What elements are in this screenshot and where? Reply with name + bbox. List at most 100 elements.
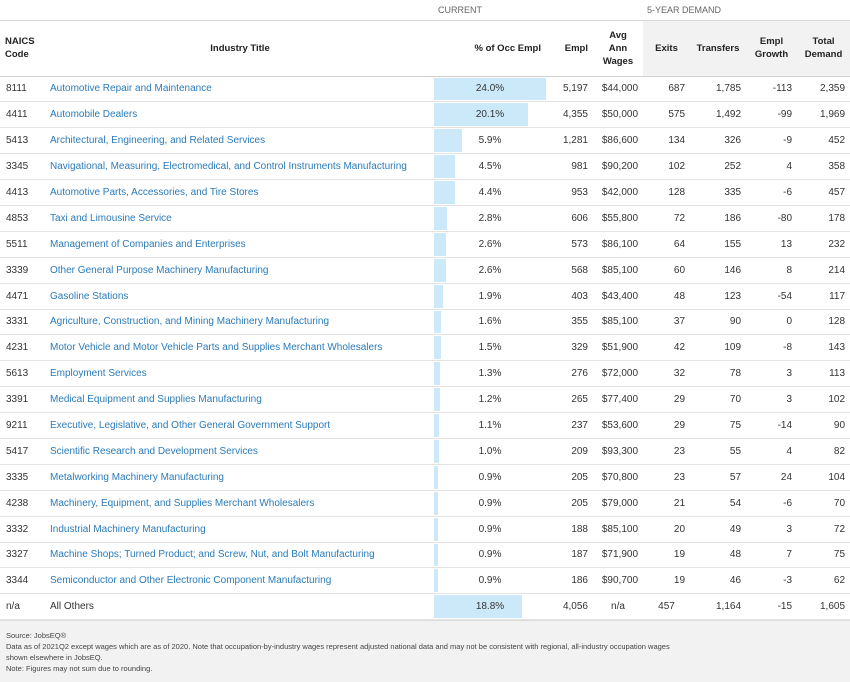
industry-link[interactable]: Other General Purpose Machinery Manufact…	[50, 264, 269, 276]
cell-pct-occ-empl: 1.3%	[434, 360, 546, 388]
table-row: 3331 Agriculture, Construction, and Minin…	[0, 309, 850, 336]
cell-pct-occ-empl: 0.9%	[434, 542, 546, 569]
cell-industry-title: Automotive Parts, Accessories, and Tire …	[46, 179, 434, 206]
cell-naics: 5613	[0, 360, 46, 388]
table-row: 4853 Taxi and Limousine Service 2.8% 606 $55…	[0, 205, 850, 232]
cell-total-demand: 232	[797, 231, 850, 258]
cell-empl: 4,056	[546, 593, 593, 621]
pct-text: 24.0%	[475, 83, 505, 95]
cell-exits: 42	[643, 334, 691, 362]
table-footer: Source: JobsEQ® Data as of 2021Q2 except…	[0, 620, 850, 682]
cell-naics: 8111	[0, 76, 46, 103]
cell-total-demand: 452	[797, 127, 850, 155]
cell-exits: 19	[643, 542, 691, 569]
industry-link[interactable]: Motor Vehicle and Motor Vehicle Parts an…	[50, 342, 383, 354]
industry-link[interactable]: Medical Equipment and Supplies Manufactu…	[50, 394, 262, 406]
cell-transfers: 54	[690, 490, 747, 517]
cell-total-demand: 1,605	[797, 593, 850, 621]
industry-link[interactable]: Management of Companies and Enterprises	[50, 238, 246, 250]
cell-empl-growth: 7	[746, 542, 798, 569]
cell-total-demand: 128	[797, 309, 850, 336]
cell-empl-growth: -6	[746, 490, 798, 517]
cell-exits: 102	[643, 153, 691, 181]
cell-industry-title: Navigational, Measuring, Electromedical,…	[46, 153, 434, 181]
pct-bar	[434, 595, 522, 619]
header-empl[interactable]: Empl	[546, 19, 593, 77]
cell-exits: 23	[643, 464, 691, 491]
industry-link[interactable]: Metalworking Machinery Manufacturing	[50, 471, 224, 483]
header-total-demand[interactable]: Total Demand	[797, 19, 850, 77]
industry-link[interactable]: Semiconductor and Other Electronic Compo…	[50, 575, 332, 587]
cell-exits: 29	[643, 412, 691, 439]
cell-transfers: 335	[690, 179, 747, 206]
industry-link[interactable]: Automotive Repair and Maintenance	[50, 83, 212, 95]
cell-wage: $90,200	[593, 153, 644, 181]
industry-link[interactable]: Taxi and Limousine Service	[50, 212, 172, 224]
industry-link[interactable]: Employment Services	[50, 368, 147, 380]
cell-total-demand: 1,969	[797, 101, 850, 129]
cell-transfers: 326	[690, 127, 747, 155]
cell-naics: n/a	[0, 593, 46, 621]
cell-empl: 186	[546, 567, 593, 595]
cell-wage: $86,100	[593, 231, 644, 258]
table-row: 5613 Employment Services 1.3% 276 $72,000 32 7…	[0, 360, 850, 388]
pct-bar	[434, 77, 546, 101]
industry-link[interactable]: Gasoline Stations	[50, 290, 129, 302]
others-body: n/a All Others 18.8% 4,056 n/a 457 1,164…	[0, 593, 850, 621]
cell-empl: 276	[546, 360, 593, 388]
cell-empl: 187	[546, 542, 593, 569]
industry-link[interactable]: Architectural, Engineering, and Related …	[50, 135, 266, 147]
cell-naics: 4231	[0, 334, 46, 362]
industry-link[interactable]: Machine Shops; Turned Product; and Screw…	[50, 549, 375, 561]
header-empl-growth[interactable]: Empl Growth	[746, 19, 798, 77]
industry-link[interactable]: Scientific Research and Development Serv…	[50, 445, 258, 457]
column-group-row: CURRENT 5-YEAR DEMAND	[0, 0, 850, 20]
industry-link[interactable]: Automobile Dealers	[50, 109, 138, 121]
pct-bar	[434, 336, 441, 360]
cell-empl-growth: 3	[746, 360, 798, 388]
cell-total-demand: 358	[797, 153, 850, 181]
pct-bar	[434, 465, 438, 489]
cell-industry-title: Semiconductor and Other Electronic Compo…	[46, 567, 434, 595]
industry-link[interactable]: Industrial Machinery Manufacturing	[50, 523, 206, 535]
cell-industry-title: Management of Companies and Enterprises	[46, 231, 434, 258]
cell-exits: 64	[643, 231, 691, 258]
industry-link[interactable]: Machinery, Equipment, and Supplies Merch…	[50, 497, 315, 509]
industry-link[interactable]: Agriculture, Construction, and Mining Ma…	[50, 316, 330, 328]
cell-wage: $71,900	[593, 542, 644, 569]
header-avg-ann-wages[interactable]: Avg Ann Wages	[593, 19, 644, 77]
cell-pct-occ-empl: 0.9%	[434, 464, 546, 491]
header-pct-occ-empl[interactable]: % of Occ Empl	[434, 19, 546, 77]
pct-text: 0.9%	[478, 575, 502, 587]
industry-link[interactable]: Automotive Parts, Accessories, and Tire …	[50, 187, 259, 198]
pct-bar	[434, 439, 439, 463]
cell-empl-growth: -9	[746, 127, 798, 155]
pct-text: 4.5%	[478, 161, 502, 173]
footer-note-data-cont: shown elsewhere in JobsEQ.	[6, 653, 103, 663]
cell-pct-occ-empl: 2.6%	[434, 257, 546, 284]
cell-wage: $53,600	[593, 412, 644, 439]
cell-pct-occ-empl: 0.9%	[434, 516, 546, 543]
cell-pct-occ-empl: 0.9%	[434, 567, 546, 595]
cell-naics: 5413	[0, 127, 46, 155]
header-transfers[interactable]: Transfers	[690, 19, 747, 77]
cell-pct-occ-empl: 20.1%	[434, 101, 546, 129]
table-row: 3327 Machine Shops; Turned Product; and S…	[0, 542, 850, 569]
cell-industry-title: Scientific Research and Development Serv…	[46, 438, 434, 465]
cell-pct-occ-empl: 1.0%	[434, 438, 546, 465]
cell-empl-growth: 4	[746, 153, 798, 181]
pct-bar	[434, 206, 447, 230]
header-industry-title[interactable]: Industry Title	[46, 19, 434, 77]
industry-link[interactable]: Executive, Legislative, and Other Genera…	[50, 420, 331, 432]
table-row: 4411 Automobile Dealers 20.1% 4,355 $50,000 5…	[0, 101, 850, 129]
cell-empl-growth: -14	[746, 412, 798, 439]
cell-naics: 9211	[0, 412, 46, 439]
pct-bar	[434, 232, 446, 256]
cell-transfers: 252	[690, 153, 747, 181]
cell-empl-growth: 13	[746, 231, 798, 258]
header-naics-code[interactable]: NAICS Code	[0, 19, 46, 77]
cell-exits: 19	[643, 567, 691, 595]
industry-link[interactable]: Navigational, Measuring, Electromedical,…	[50, 161, 407, 173]
cell-total-demand: 113	[797, 360, 850, 388]
header-exits[interactable]: Exits	[643, 19, 691, 77]
